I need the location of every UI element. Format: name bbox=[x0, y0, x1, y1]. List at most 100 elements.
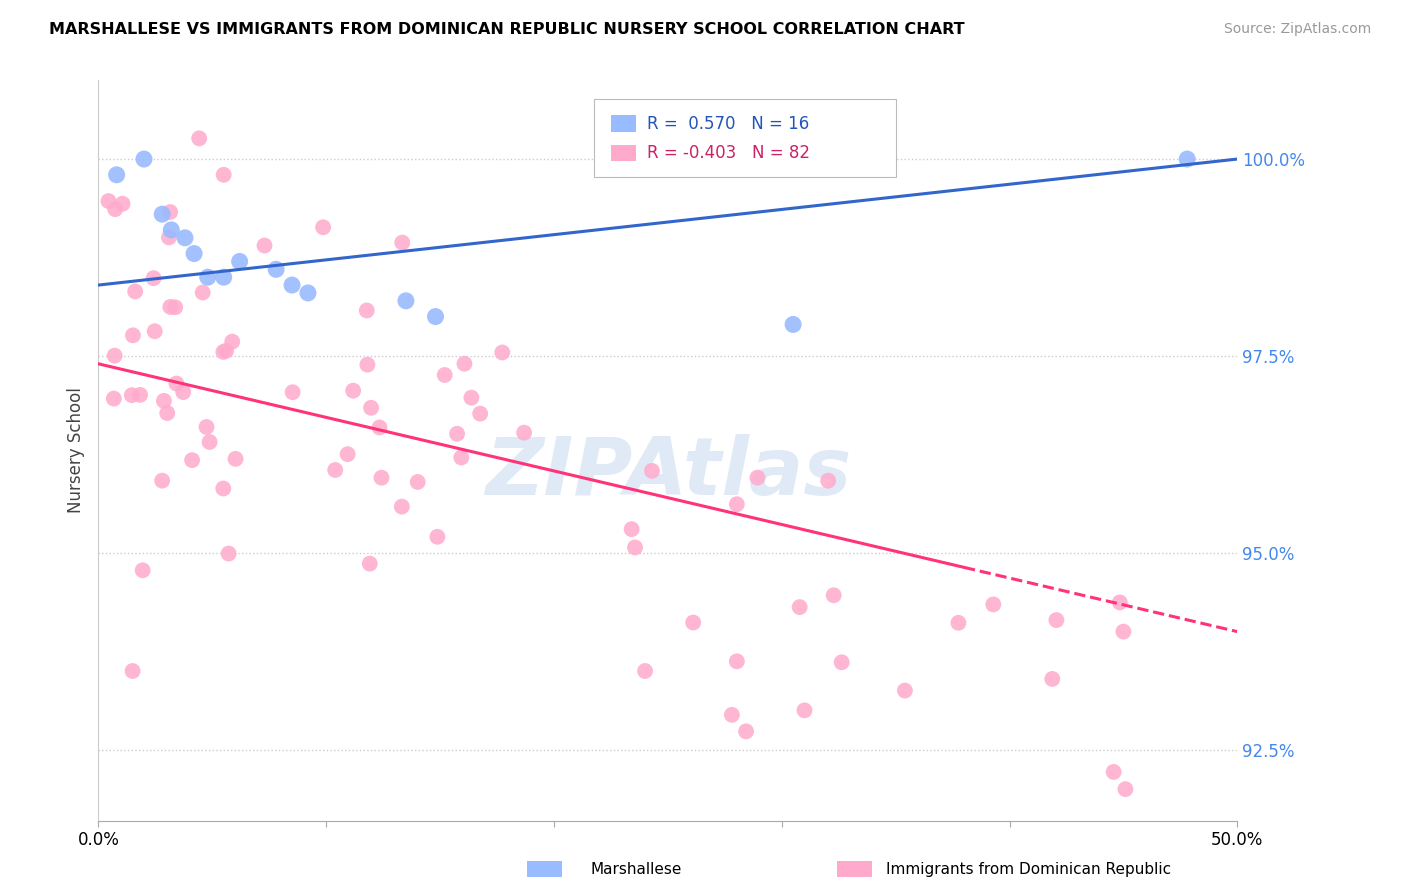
Point bbox=[1114, 782, 1136, 797]
Point bbox=[336, 447, 359, 461]
Point bbox=[948, 615, 970, 630]
Point bbox=[150, 207, 173, 221]
Point bbox=[391, 235, 413, 250]
Point bbox=[159, 300, 181, 314]
Point bbox=[197, 270, 219, 285]
Point bbox=[159, 205, 181, 219]
Point bbox=[406, 475, 429, 489]
Point bbox=[359, 557, 381, 571]
Point bbox=[103, 392, 125, 406]
Point bbox=[281, 278, 304, 293]
Point bbox=[132, 152, 155, 166]
Point bbox=[212, 168, 235, 182]
Point bbox=[253, 238, 276, 252]
Point bbox=[624, 541, 647, 555]
Point bbox=[297, 285, 319, 300]
Point bbox=[425, 310, 447, 324]
Point bbox=[981, 598, 1004, 612]
Point bbox=[1175, 152, 1198, 166]
Point bbox=[166, 376, 188, 391]
Point bbox=[183, 246, 205, 260]
Y-axis label: Nursery School: Nursery School bbox=[66, 387, 84, 514]
FancyBboxPatch shape bbox=[612, 145, 636, 161]
Point bbox=[195, 420, 218, 434]
Point bbox=[121, 664, 143, 678]
Point bbox=[721, 707, 744, 722]
Point bbox=[221, 334, 243, 349]
Point bbox=[172, 385, 194, 400]
Point bbox=[735, 724, 758, 739]
Point bbox=[356, 358, 378, 372]
Point bbox=[212, 270, 235, 285]
Point bbox=[450, 450, 472, 465]
Point bbox=[174, 231, 197, 245]
Point bbox=[823, 588, 845, 602]
Point bbox=[215, 343, 238, 358]
Point bbox=[747, 470, 769, 484]
Point bbox=[1108, 595, 1130, 609]
Point bbox=[453, 357, 475, 371]
Point bbox=[513, 425, 536, 440]
Point bbox=[395, 293, 418, 308]
Text: ZIPAtlas: ZIPAtlas bbox=[485, 434, 851, 512]
Point bbox=[191, 285, 214, 300]
Point bbox=[793, 703, 815, 717]
Point bbox=[370, 471, 392, 485]
Point bbox=[433, 368, 456, 382]
Point bbox=[323, 463, 346, 477]
Point bbox=[1112, 624, 1135, 639]
Text: R = -0.403   N = 82: R = -0.403 N = 82 bbox=[647, 145, 810, 162]
Point bbox=[460, 391, 482, 405]
Point bbox=[198, 435, 221, 450]
Point bbox=[104, 349, 127, 363]
Point bbox=[368, 420, 391, 434]
Point bbox=[157, 230, 180, 244]
Point bbox=[142, 271, 165, 285]
Point bbox=[165, 300, 187, 314]
Point bbox=[312, 220, 335, 235]
Point bbox=[789, 600, 811, 615]
Point bbox=[620, 522, 643, 536]
Point bbox=[281, 385, 304, 400]
Point bbox=[641, 464, 664, 478]
Point bbox=[682, 615, 704, 630]
Point bbox=[725, 654, 748, 668]
Point bbox=[228, 254, 250, 268]
Point bbox=[143, 324, 166, 338]
Point bbox=[817, 474, 839, 488]
Point bbox=[426, 530, 449, 544]
Point bbox=[1040, 672, 1063, 686]
Point bbox=[131, 563, 153, 577]
Point bbox=[160, 223, 183, 237]
Point bbox=[111, 196, 134, 211]
Point bbox=[156, 406, 179, 420]
Point bbox=[391, 500, 413, 514]
Point bbox=[104, 202, 127, 216]
Point bbox=[356, 303, 378, 318]
Text: Source: ZipAtlas.com: Source: ZipAtlas.com bbox=[1223, 22, 1371, 37]
Point bbox=[1102, 764, 1125, 779]
Point bbox=[831, 655, 853, 669]
Point bbox=[150, 474, 173, 488]
Point bbox=[153, 393, 176, 408]
Text: MARSHALLESE VS IMMIGRANTS FROM DOMINICAN REPUBLIC NURSERY SCHOOL CORRELATION CHA: MARSHALLESE VS IMMIGRANTS FROM DOMINICAN… bbox=[49, 22, 965, 37]
FancyBboxPatch shape bbox=[593, 99, 896, 177]
Point bbox=[360, 401, 382, 415]
Point bbox=[212, 345, 235, 359]
Point bbox=[188, 131, 211, 145]
Point bbox=[225, 451, 247, 466]
Point bbox=[129, 388, 152, 402]
Point bbox=[97, 194, 120, 208]
Point bbox=[491, 345, 513, 359]
Text: R =  0.570   N = 16: R = 0.570 N = 16 bbox=[647, 114, 810, 133]
Point bbox=[894, 683, 917, 698]
Point bbox=[181, 453, 204, 467]
Point bbox=[1045, 613, 1067, 627]
Point bbox=[725, 497, 748, 511]
Point bbox=[470, 407, 492, 421]
FancyBboxPatch shape bbox=[612, 115, 636, 132]
Point bbox=[446, 426, 468, 441]
Point bbox=[342, 384, 364, 398]
Point bbox=[218, 547, 240, 561]
Point bbox=[124, 285, 146, 299]
